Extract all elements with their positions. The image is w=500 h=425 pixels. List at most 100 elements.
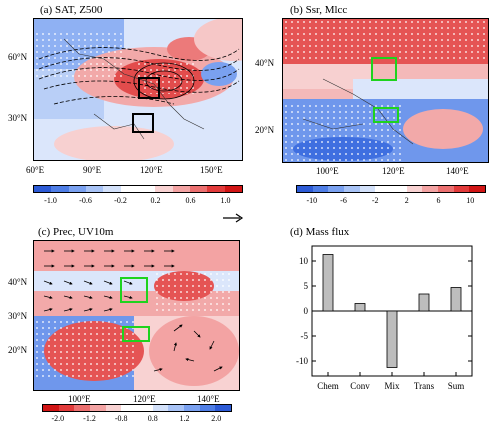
colorbar-tick: -10 xyxy=(306,196,318,205)
panel-c-lon-label: 100°E xyxy=(68,394,91,404)
colorbar-swatch xyxy=(344,186,360,192)
colorbar-swatch xyxy=(68,186,86,192)
panel-b-lon-label: 100°E xyxy=(316,166,339,176)
colorbar-tick: -1.0 xyxy=(44,196,57,205)
colorbar-swatch xyxy=(453,186,470,192)
panel-a-field xyxy=(34,19,242,160)
colorbar-swatch xyxy=(137,186,156,192)
y-tick-label: 10 xyxy=(299,256,309,266)
colorbar-swatch xyxy=(85,186,104,192)
colorbar-swatch xyxy=(103,186,121,192)
panel-b-box-south xyxy=(373,107,399,123)
colorbar-swatch xyxy=(328,186,345,192)
panel-b-colorbar-ticks: -10 -6 -2 2 6 10 xyxy=(296,196,486,208)
colorbar-swatch xyxy=(224,186,242,192)
colorbar-swatch xyxy=(105,405,122,411)
colorbar-swatch xyxy=(90,405,106,411)
colorbar-swatch xyxy=(172,186,190,192)
panel-a-lat-label: 30°N xyxy=(8,113,28,123)
panel-b-field xyxy=(283,19,488,162)
bar-sum xyxy=(450,287,462,312)
colorbar-swatch xyxy=(51,186,69,192)
panel-c-colorbar xyxy=(42,404,232,412)
panel-a-lon-label: 150°E xyxy=(200,165,223,175)
colorbar-tick: 10 xyxy=(466,196,475,205)
colorbar-swatch xyxy=(391,186,407,192)
panel-c-field xyxy=(34,241,239,390)
panel-a-lon-label: 90°E xyxy=(83,165,102,175)
panel-c-map xyxy=(33,240,240,391)
panel-a-lon-label: 120°E xyxy=(140,165,163,175)
panel-c-lat-label: 30°N xyxy=(8,311,28,321)
colorbar-swatch xyxy=(137,405,153,411)
panel-c-box-north xyxy=(120,277,148,303)
panel-b-title: (b) Ssr, Mlcc xyxy=(290,4,348,16)
y-tick-label: 5 xyxy=(304,281,309,291)
colorbar-swatch xyxy=(297,186,313,192)
panel-a-colorbar xyxy=(33,185,243,193)
colorbar-tick: -0.6 xyxy=(79,196,92,205)
y-tick-label: -10 xyxy=(296,356,308,366)
panel-a-box-north xyxy=(138,77,160,99)
colorbar-swatch xyxy=(312,186,329,192)
colorbar-tick: 1.2 xyxy=(179,414,190,423)
colorbar-swatch xyxy=(152,405,169,411)
colorbar-tick: -1.2 xyxy=(83,414,96,423)
panel-b-colorbar xyxy=(296,185,486,193)
panel-c-colorbar-ticks: -2.0 -1.2 -0.8 0.8 1.2 2.0 xyxy=(42,414,232,425)
colorbar-swatch xyxy=(422,186,439,192)
colorbar-swatch xyxy=(120,186,138,192)
panel-a-colorbar-ticks: -1.0 -0.6 -0.2 0.2 0.6 1.0 xyxy=(33,196,243,208)
colorbar-tick: 2.0 xyxy=(211,414,222,423)
colorbar-tick: -2 xyxy=(371,196,379,205)
bar-conv xyxy=(354,303,366,312)
colorbar-swatch xyxy=(359,186,376,192)
colorbar-swatch xyxy=(469,186,486,192)
colorbar-swatch xyxy=(58,405,75,411)
colorbar-swatch xyxy=(168,405,185,411)
colorbar-swatch xyxy=(406,186,423,192)
colorbar-swatch xyxy=(121,405,138,411)
bar-trans xyxy=(418,293,430,312)
colorbar-swatch xyxy=(74,405,91,411)
x-tick-label: Chem xyxy=(317,381,339,391)
colorbar-tick: -6 xyxy=(340,196,347,205)
x-tick-label: Conv xyxy=(350,381,370,391)
panel-a-map xyxy=(33,18,243,161)
panel-c-lon-label: 140°E xyxy=(197,394,220,404)
colorbar-swatch xyxy=(207,186,225,192)
panel-c-lat-label: 40°N xyxy=(8,277,28,287)
panel-b-lon-label: 120°E xyxy=(382,166,405,176)
colorbar-swatch xyxy=(155,186,173,192)
colorbar-tick: 1.0 xyxy=(220,196,231,205)
x-tick-label: Sum xyxy=(448,381,465,391)
colorbar-tick: 2 xyxy=(404,196,409,205)
panel-c-box-south xyxy=(122,326,150,342)
panel-a-lon-label: 60°E xyxy=(26,165,45,175)
panel-a-box-south xyxy=(132,113,154,133)
bar-chem xyxy=(322,254,334,312)
colorbar-tick: -0.8 xyxy=(114,414,128,423)
colorbar-tick: 6 xyxy=(436,196,441,205)
panel-c-lat-label: 20°N xyxy=(8,345,28,355)
y-tick-label: 0 xyxy=(304,306,309,316)
panel-a-lat-label: 60°N xyxy=(8,52,28,62)
x-tick-label: Trans xyxy=(414,381,435,391)
panel-c-lon-label: 120°E xyxy=(133,394,156,404)
bar-mix xyxy=(386,310,398,368)
colorbar-tick: 0.8 xyxy=(147,414,158,423)
colorbar-tick: 0.2 xyxy=(150,196,161,205)
panel-b-box-north xyxy=(371,57,397,81)
y-tick-label: -5 xyxy=(301,331,309,341)
colorbar-swatch xyxy=(215,405,232,411)
panel-b-lat-label: 40°N xyxy=(255,58,275,68)
colorbar-swatch xyxy=(438,186,454,192)
colorbar-swatch xyxy=(375,186,392,192)
colorbar-swatch xyxy=(34,186,52,192)
colorbar-tick: -0.2 xyxy=(114,196,127,205)
colorbar-tick: 0.6 xyxy=(185,196,196,205)
colorbar-swatch xyxy=(189,186,208,192)
x-tick-label: Mix xyxy=(384,381,400,391)
panel-b-map xyxy=(282,18,489,163)
colorbar-swatch xyxy=(199,405,216,411)
